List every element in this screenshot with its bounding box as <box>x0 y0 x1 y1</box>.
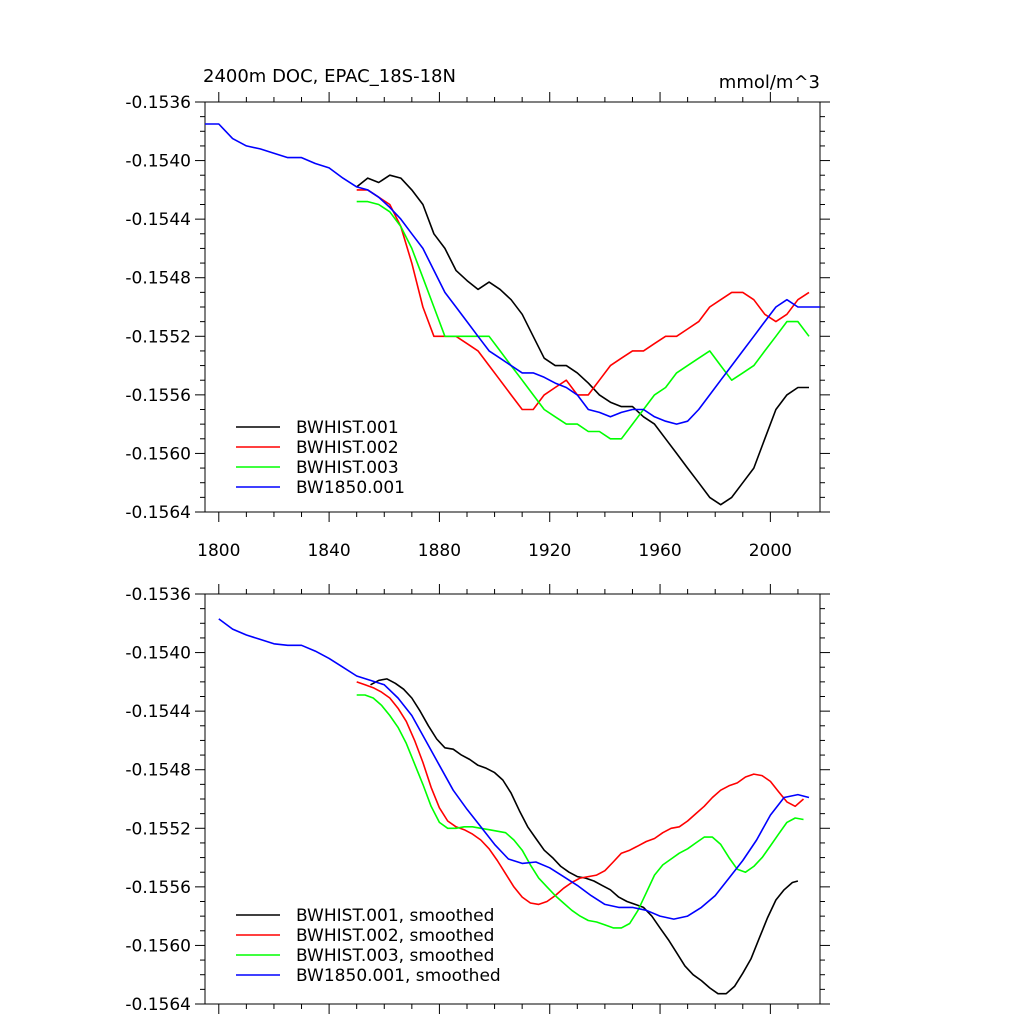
series-line-4 <box>218 618 810 920</box>
legend-label: BWHIST.003 <box>296 458 399 478</box>
y-tick-label: -0.1564 <box>125 995 191 1015</box>
y-tick-label: -0.1552 <box>125 819 191 839</box>
x-tick-label: 1960 <box>638 541 681 561</box>
legend-label: BW1850.001 <box>296 478 405 498</box>
units-label: mmol/m^3 <box>719 72 820 93</box>
series-line-2 <box>356 681 805 906</box>
x-tick-label: 1800 <box>197 541 240 561</box>
y-tick-label: -0.1544 <box>125 702 191 722</box>
y-tick-label: -0.1536 <box>125 585 191 605</box>
y-tick-label: -0.1540 <box>125 152 191 172</box>
y-tick-label: -0.1556 <box>125 878 191 898</box>
legend-label: BWHIST.002, smoothed <box>296 926 494 946</box>
series-line-2 <box>356 189 810 411</box>
series-line-1 <box>370 678 799 995</box>
y-tick-label: -0.1540 <box>125 644 191 664</box>
y-tick-label: -0.1552 <box>125 327 191 347</box>
series-line-3 <box>356 200 810 440</box>
x-tick-label: 2000 <box>749 541 792 561</box>
legend-label: BWHIST.001 <box>296 418 399 438</box>
series-line-1 <box>356 174 809 506</box>
legend-label: BWHIST.002 <box>296 438 399 458</box>
y-tick-label: -0.1548 <box>125 761 191 781</box>
x-tick-label: 1880 <box>418 541 461 561</box>
legend-label: BWHIST.001, smoothed <box>296 906 494 926</box>
smoothed-panel: -0.1536 -0.1540 -0.1544 -0.1548 -0.1552 -0.15… <box>125 584 830 1015</box>
legend-label: BWHIST.003, smoothed <box>296 946 494 966</box>
series-line-4 <box>205 123 820 425</box>
chart-title: 2400m DOC, EPAC_18S-18N <box>203 66 456 87</box>
x-tick-label: 1840 <box>307 541 350 561</box>
raw-panel: 1800 1840 1880 1920 1960 2000 -0.1536 -0.1540 -0… <box>125 92 830 561</box>
x-tick-label: 1920 <box>528 541 571 561</box>
legend-label: BW1850.001, smoothed <box>296 966 501 986</box>
y-tick-label: -0.1536 <box>125 93 191 113</box>
y-tick-label: -0.1544 <box>125 210 191 230</box>
y-tick-label: -0.1564 <box>125 503 191 523</box>
series-line-3 <box>356 694 804 929</box>
y-tick-label: -0.1548 <box>125 269 191 289</box>
y-tick-label: -0.1560 <box>125 936 191 956</box>
y-tick-label: -0.1556 <box>125 386 191 406</box>
y-tick-label: -0.1560 <box>125 444 191 464</box>
